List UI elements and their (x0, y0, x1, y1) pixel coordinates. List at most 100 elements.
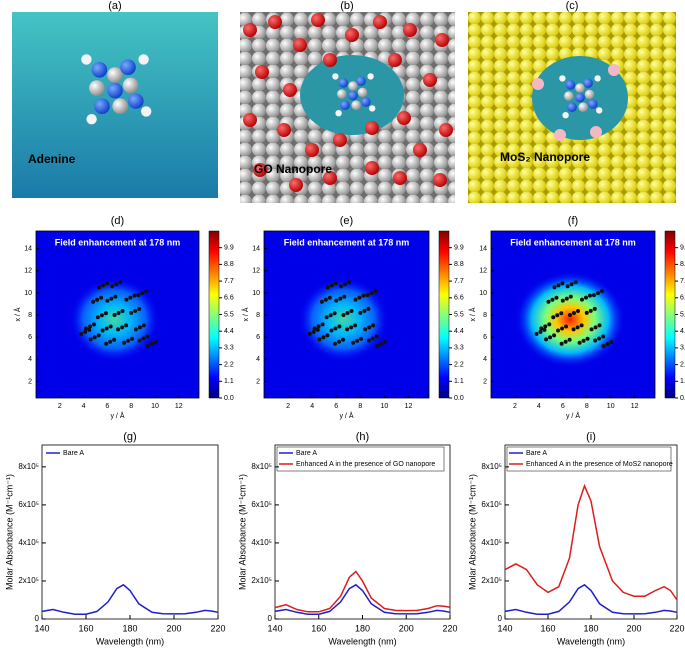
x-tick-label: 220 (669, 623, 684, 633)
atom-dot (609, 340, 614, 345)
oxygen-atom (277, 123, 291, 137)
atom-dot (569, 282, 574, 287)
panel-label: (d) (111, 215, 124, 227)
atom-dot (345, 327, 350, 332)
oxygen-atom (388, 53, 402, 67)
panel-label: (f) (568, 215, 578, 227)
x-tick-label: 4 (537, 403, 541, 410)
y-tick-label: 10 (479, 290, 487, 297)
atom-dot (341, 313, 346, 318)
atom-dot (552, 333, 557, 338)
atom-dot (112, 337, 117, 342)
atom-dot (118, 280, 123, 285)
y-tick-label: 12 (252, 268, 260, 275)
colorbar-tick-label: 5.5 (680, 311, 685, 318)
atom (335, 110, 342, 117)
x-axis-label: y / Å (110, 411, 124, 420)
x-tick-label: 2 (58, 403, 62, 410)
atom-dot (563, 339, 568, 344)
x-tick-label: 160 (78, 623, 93, 633)
atom-dot (587, 293, 592, 298)
panel-label: (a) (108, 0, 121, 12)
plot-frame (41, 444, 219, 620)
atom-dot (112, 313, 117, 318)
colorbar-tick-label: 7.7 (454, 278, 464, 285)
atom (351, 100, 362, 110)
y-tick-label: 8 (256, 312, 260, 319)
y-tick-label: 6x10⁵ (481, 500, 502, 509)
x-axis-label: y / Å (339, 411, 353, 420)
atom-dot (588, 308, 593, 313)
atom-dot (133, 308, 138, 313)
oxygen-atom (243, 23, 257, 37)
atom-dot (105, 298, 110, 303)
x-tick-label: 10 (151, 403, 159, 410)
legend-label: Bare A (296, 450, 317, 457)
colorbar-tick-label: 3.3 (680, 345, 685, 352)
y-axis-label: x / Å (13, 307, 22, 321)
atom-dot (99, 295, 104, 300)
atom-dot (105, 281, 110, 286)
atom (107, 67, 123, 83)
atom-dot (593, 338, 598, 343)
atom-dot (120, 309, 125, 314)
x-tick-label: 200 (626, 623, 641, 633)
x-tick-label: 200 (399, 623, 414, 633)
atom-dot (546, 299, 551, 304)
x-tick-label: 8 (129, 403, 133, 410)
x-tick-label: 160 (540, 623, 555, 633)
panel-label: (i) (586, 431, 596, 443)
atom-dot (319, 299, 324, 304)
y-tick-label: 10 (252, 290, 260, 297)
y-tick-label: 2 (256, 378, 260, 385)
atom (564, 91, 574, 101)
atom-dot (311, 329, 316, 334)
atom (356, 76, 366, 86)
series-line (41, 583, 219, 615)
atom (367, 73, 374, 80)
atom-dot (534, 331, 539, 336)
atom-dot (591, 293, 596, 298)
atom-dot (128, 295, 133, 300)
atom-dot (110, 284, 115, 289)
x-tick-label: 140 (267, 623, 282, 633)
atom-dot (363, 327, 368, 332)
atom-dot (579, 323, 584, 328)
atom-dot (592, 306, 597, 311)
atom-dot (108, 324, 113, 329)
atom-dot (548, 335, 553, 340)
atom-dot (92, 335, 97, 340)
atom (332, 73, 339, 80)
atom-dot (373, 289, 378, 294)
x-tick-label: 180 (122, 623, 137, 633)
colorbar-tick-label: 8.8 (680, 261, 685, 268)
atom (575, 92, 585, 103)
atom-dot (95, 315, 100, 320)
atom-dot (332, 311, 337, 316)
x-tick-label: 8 (358, 403, 362, 410)
atom (337, 89, 347, 99)
x-axis-label: y / Å (566, 411, 580, 420)
annotation: Field enhancement at 178 nm (55, 237, 181, 247)
x-tick-label: 180 (583, 623, 598, 633)
legend-label: Bare A (63, 450, 84, 457)
atom-dot (552, 285, 557, 290)
atom-dot (124, 297, 129, 302)
colorbar-tick-label: 7.7 (680, 278, 685, 285)
atom-dot (551, 315, 556, 320)
colorbar-tick-label: 8.8 (224, 261, 234, 268)
oxygen-atom (433, 173, 447, 187)
atom (89, 80, 105, 96)
panel-label: (c) (566, 0, 579, 12)
oxygen-atom (435, 33, 449, 47)
oxygen-atom (323, 53, 337, 67)
colorbar-tick-label: 9.9 (224, 245, 234, 252)
oxygen-atom (293, 38, 307, 52)
y-tick-label: 2x10⁵ (481, 576, 502, 585)
atom-dot (91, 299, 96, 304)
atom-dot (597, 336, 602, 341)
oxygen-atom (439, 123, 453, 137)
atom-dot (358, 310, 363, 315)
atom-dot (130, 336, 135, 341)
atom-dot (101, 283, 106, 288)
